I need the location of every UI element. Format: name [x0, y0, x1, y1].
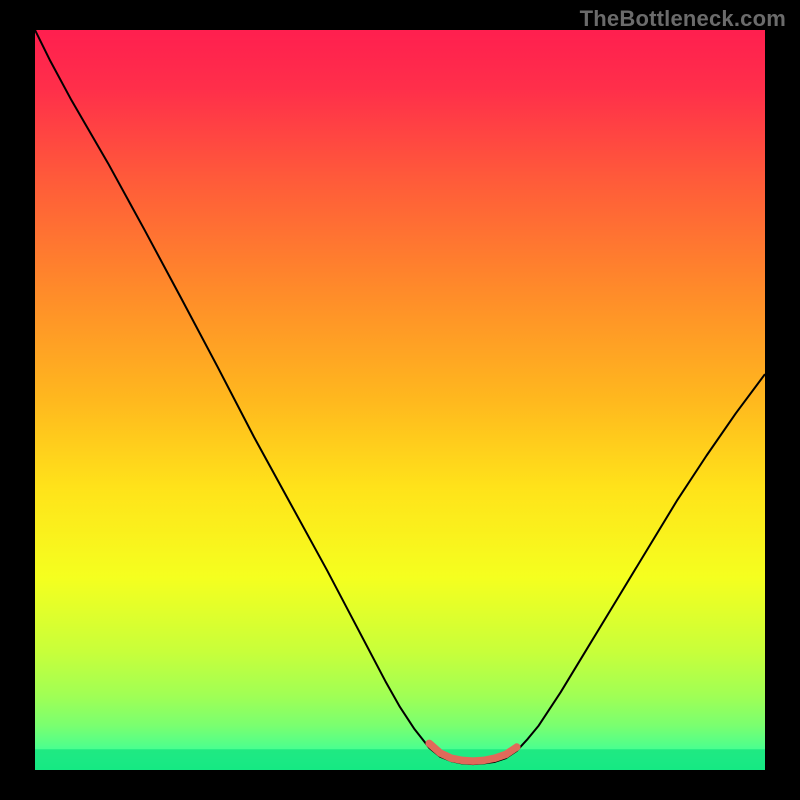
chart-svg [35, 30, 765, 770]
baseline-band [35, 749, 765, 770]
watermark-text: TheBottleneck.com [580, 6, 786, 32]
chart-container: TheBottleneck.com [0, 0, 800, 800]
gradient-background [35, 30, 765, 770]
plot-area [35, 30, 765, 770]
